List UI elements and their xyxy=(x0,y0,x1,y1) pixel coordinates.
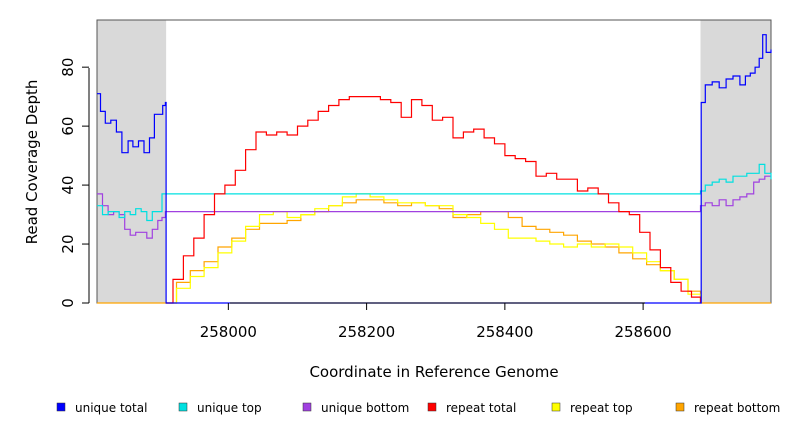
legend-label-unique-total: unique total xyxy=(75,401,147,415)
plot-frame xyxy=(96,19,772,304)
legend-label-repeat-top: repeat top xyxy=(570,401,633,415)
series-line-repeat-top xyxy=(166,193,702,304)
x-axis-title: Coordinate in Reference Genome xyxy=(309,363,558,381)
legend-swatch-unique-top xyxy=(178,402,188,412)
x-tick-label: 258200 xyxy=(338,323,395,341)
series-lines xyxy=(97,34,772,304)
x-ticks: 258000 258200 258400 258600 xyxy=(200,303,672,341)
y-tick-label: 0 xyxy=(59,298,77,308)
y-tick-label: 20 xyxy=(59,234,77,253)
x-tick-label: 258000 xyxy=(200,323,257,341)
y-axis-title: Read Coverage Depth xyxy=(23,80,41,245)
legend-swatch-repeat-total xyxy=(427,402,437,412)
series-line-unique-bottom xyxy=(97,175,771,239)
series-line-repeat-total xyxy=(166,96,702,304)
legend-swatch-repeat-bottom xyxy=(675,402,685,412)
axes xyxy=(88,68,645,304)
shaded-region-0 xyxy=(97,20,167,303)
legend: unique total unique top unique bottom repea… xyxy=(56,401,780,415)
y-tick-label: 40 xyxy=(59,176,77,195)
series-line-unique-top xyxy=(97,163,772,222)
legend-swatch-repeat-top xyxy=(551,402,561,412)
legend-label-unique-top: unique top xyxy=(197,401,262,415)
y-tick-label: 80 xyxy=(59,58,77,77)
y-ticks: 0 20 40 60 80 xyxy=(59,58,89,308)
x-tick-label: 258400 xyxy=(476,323,533,341)
legend-swatch-unique-total xyxy=(56,402,66,412)
legend-label-unique-bottom: unique bottom xyxy=(321,401,409,415)
series-line-unique-total xyxy=(97,34,772,304)
x-tick-label: 258600 xyxy=(614,323,671,341)
shaded-region-1 xyxy=(700,20,771,303)
legend-label-repeat-bottom: repeat bottom xyxy=(694,401,780,415)
y-tick-label: 60 xyxy=(59,117,77,136)
shaded-regions xyxy=(97,20,771,303)
legend-swatch-unique-bottom xyxy=(302,402,312,412)
series-line-repeat-bottom xyxy=(97,199,771,304)
legend-label-repeat-total: repeat total xyxy=(446,401,516,415)
